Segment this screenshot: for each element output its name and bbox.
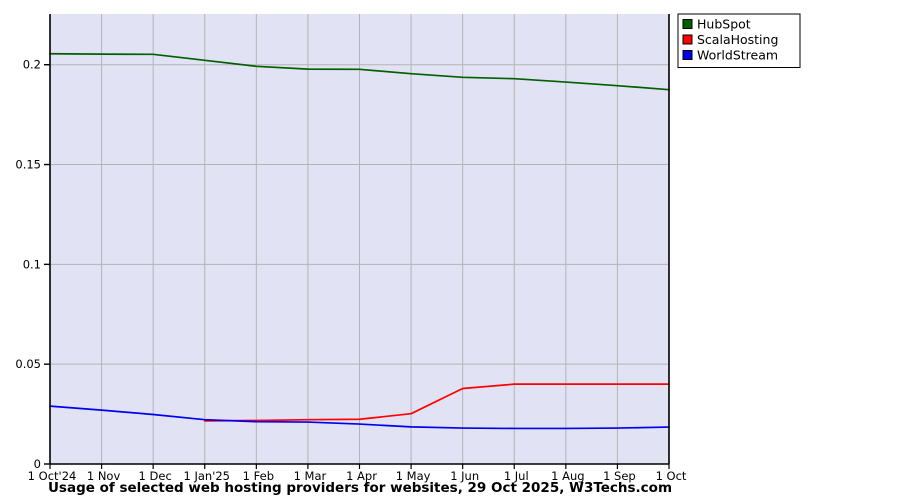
y-tick-label: 0.1 <box>23 257 41 271</box>
legend-box <box>677 13 801 68</box>
x-tick-label: 1 Jun <box>450 469 479 483</box>
series-lines <box>49 52 670 430</box>
x-axis-ticks: 1 Oct'24 1 Nov 1 Dec 1 Jan'25 1 Feb 1 Mar 1 Ap… <box>28 464 687 483</box>
legend-swatch-hubspot <box>682 19 693 29</box>
legend-label-scalahosting: ScalaHosting <box>697 32 778 47</box>
y-tick-label: 0.05 <box>15 357 41 371</box>
x-tick-label: 1 Nov <box>87 469 121 483</box>
y-axis-ticks: 0 0.05 0.1 0.15 0.2 <box>15 58 50 471</box>
legend-swatch-worldstream <box>682 50 693 60</box>
x-tick-label: 1 Mar <box>294 469 327 483</box>
y-tick-label: 0.2 <box>23 58 41 72</box>
series-line-worldstream <box>49 405 670 430</box>
legend-label-hubspot: HubSpot <box>697 17 751 32</box>
x-tick-label: 1 Oct <box>656 469 687 483</box>
series-line-hubspot <box>49 52 670 91</box>
x-tick-label: 1 Feb <box>243 469 274 483</box>
y-tick-label: 0.15 <box>15 158 41 172</box>
x-tick-label: 1 Dec <box>139 469 172 483</box>
x-tick-label: 1 Oct'24 <box>28 469 77 483</box>
x-tick-label: 1 May <box>396 469 431 483</box>
x-tick-label: 1 Jan'25 <box>184 469 231 483</box>
x-tick-label: 1 Sep <box>603 469 636 483</box>
x-tick-label: 1 Apr <box>346 469 377 483</box>
legend-swatch-scalahosting <box>682 34 693 45</box>
x-tick-label: 1 Aug <box>551 469 584 483</box>
chart-caption: Usage of selected web hosting providers … <box>48 480 672 496</box>
y-tick-label: 0 <box>34 457 41 471</box>
series-line-scalahosting <box>203 383 670 422</box>
legend-label-worldstream: WorldStream <box>697 48 778 63</box>
x-tick-label: 1 Jul <box>504 469 529 483</box>
